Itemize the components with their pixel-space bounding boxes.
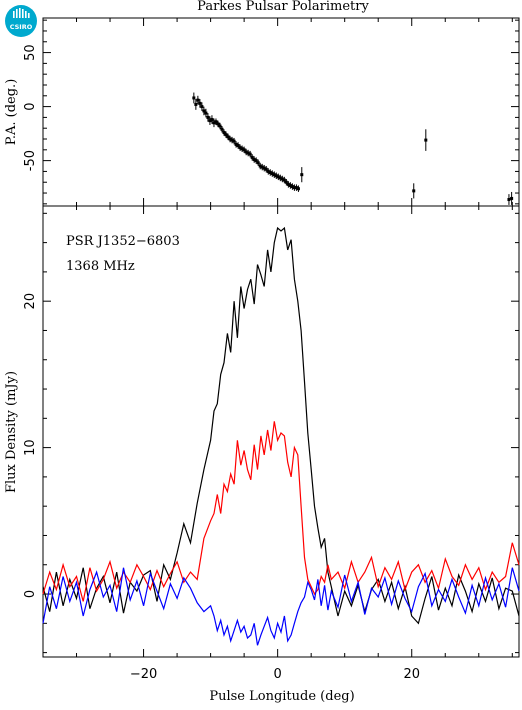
pa-data-point: [214, 120, 218, 124]
pa-data-point: [274, 174, 278, 178]
pa-data-point: [240, 147, 244, 151]
pa-data-point: [208, 119, 212, 123]
pa-data-point: [296, 187, 300, 191]
pa-data-point: [198, 101, 202, 105]
pa-data-point: [246, 151, 250, 155]
pa-data-point: [276, 175, 280, 179]
flux-ytick-label: 20: [23, 293, 38, 310]
longitude-xtick-label: −20: [130, 667, 157, 682]
pa-data-point: [228, 137, 232, 141]
pa-data-point: [236, 143, 240, 147]
longitude-xtick-label: 20: [403, 667, 420, 682]
pa-axis-label: P.A. (deg.): [4, 79, 19, 146]
pa-data-point: [280, 177, 284, 181]
pa-data-point: [268, 171, 272, 175]
pa-data-point: [288, 183, 292, 187]
pa-data-point: [286, 182, 290, 186]
longitude-axis-label: Pulse Longitude (deg): [209, 689, 354, 704]
pa-data-point: [238, 146, 242, 150]
pa-data-point: [224, 133, 228, 137]
pa-data-point: [216, 122, 220, 126]
flux-ytick-label: 0: [23, 590, 38, 598]
pa-data-point: [252, 158, 256, 162]
pa-data-point: [206, 115, 210, 119]
pa-data-point: [424, 138, 428, 142]
pa-data-point: [294, 186, 298, 190]
pa-data-point: [284, 180, 288, 184]
pa-ytick-label: 0: [23, 102, 38, 110]
pa-data-point: [256, 161, 260, 165]
pa-data-point: [282, 178, 286, 182]
linear-polarization-line: [42, 421, 520, 602]
pa-data-point: [507, 198, 511, 202]
pa-data-point: [242, 148, 246, 152]
pa-data-point: [192, 96, 196, 100]
pa-data-point: [218, 124, 222, 128]
profile-lines: [42, 226, 520, 646]
profile-panel: 0 10 20 −20 0 20 PSR J1352−6803 1368 MHz Flux…: [4, 205, 520, 704]
pa-ytick-label: -50: [23, 150, 38, 171]
psr-name-annotation: PSR J1352−6803: [66, 234, 180, 249]
pa-data-point: [226, 135, 230, 139]
pa-data-points: [192, 92, 514, 205]
pa-data-point: [290, 185, 294, 189]
pa-data-point: [232, 139, 236, 143]
pa-data-point: [258, 164, 262, 168]
pa-data-point: [412, 189, 416, 193]
pa-ytick-label: 50: [23, 44, 38, 61]
pa-data-point: [212, 121, 216, 125]
pa-ticks: -50 0 50: [23, 18, 519, 206]
profile-plot-frame: [42, 205, 520, 658]
pa-data-point: [210, 118, 214, 122]
pa-data-point: [270, 172, 274, 176]
pa-data-point: [254, 159, 258, 163]
pa-data-point: [292, 186, 296, 190]
chart-title: Parkes Pulsar Polarimetry: [197, 0, 369, 14]
pa-data-point: [272, 173, 276, 177]
pa-data-point: [250, 155, 254, 159]
pa-data-point: [222, 131, 226, 135]
pa-data-point: [202, 109, 206, 113]
longitude-xtick-label: 0: [274, 667, 282, 682]
pa-data-point: [244, 150, 248, 154]
pa-data-point: [278, 176, 282, 180]
pa-data-point: [510, 196, 514, 200]
pa-data-point: [234, 142, 238, 146]
pa-data-point: [300, 173, 304, 177]
pa-data-point: [264, 167, 268, 171]
pa-data-point: [262, 166, 266, 170]
position-angle-panel: -50 0 50 P.A. (deg.): [4, 17, 520, 207]
pa-data-point: [260, 165, 264, 169]
pa-data-point: [220, 127, 224, 131]
circular-polarization-line: [42, 567, 520, 646]
pa-data-point: [194, 102, 198, 106]
pa-data-point: [230, 138, 234, 142]
pa-data-point: [248, 152, 252, 156]
csiro-logo: CSIRO: [5, 5, 37, 37]
pa-data-point: [200, 105, 204, 109]
flux-axis-label: Flux Density (mJy): [4, 371, 19, 493]
flux-ytick-label: 10: [23, 439, 38, 456]
pa-data-point: [204, 111, 208, 115]
pa-data-point: [266, 169, 270, 173]
profile-ticks: 0 10 20 −20 0 20: [23, 206, 519, 682]
frequency-annotation: 1368 MHz: [66, 259, 135, 274]
pa-data-point: [196, 98, 200, 102]
total-intensity-line: [42, 226, 520, 625]
csiro-logo-text: CSIRO: [10, 23, 33, 31]
